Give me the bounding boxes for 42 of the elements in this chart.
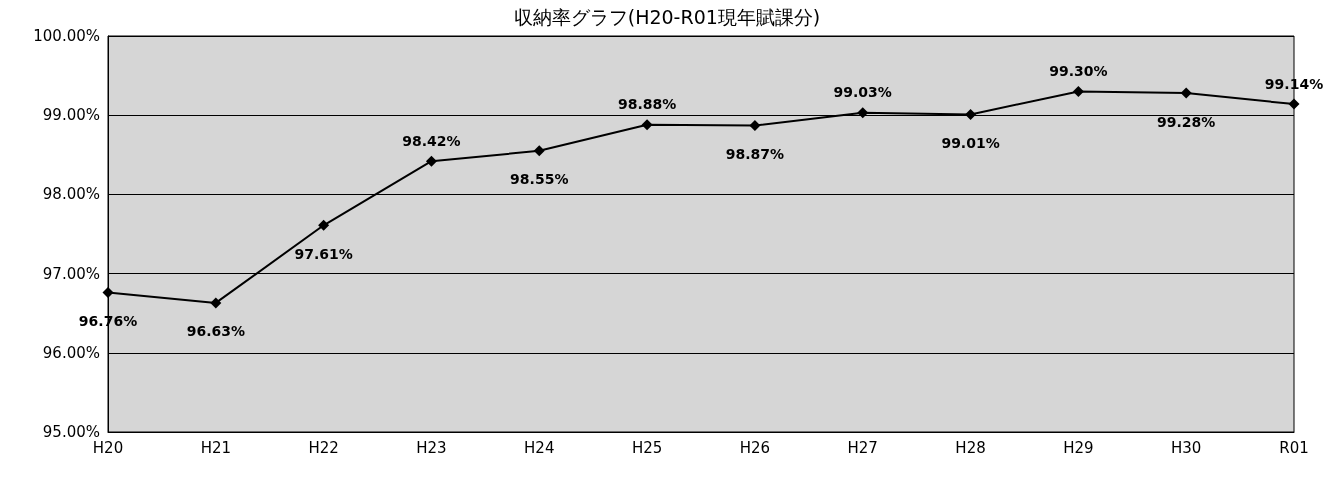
point: [102, 287, 114, 299]
y-tick-label: 97.00%: [42, 264, 100, 283]
point: [318, 219, 330, 231]
x-tick-label: H26: [739, 438, 771, 457]
data-label: 99.30%: [1049, 62, 1108, 79]
point: [425, 155, 437, 167]
point: [1288, 98, 1300, 110]
y-tick-label: 100.00%: [33, 27, 100, 45]
point: [641, 119, 653, 131]
data-label: 99.14%: [1264, 75, 1324, 92]
data-label: 98.88%: [617, 96, 677, 113]
data-label: 96.63%: [186, 323, 245, 340]
x-tick-label: H25: [631, 438, 663, 457]
point: [749, 120, 761, 131]
point: [1072, 85, 1084, 97]
point: [210, 297, 222, 309]
data-label: 99.28%: [1157, 113, 1216, 130]
y-tick-label: 96.00%: [42, 343, 100, 362]
point: [1180, 87, 1192, 99]
x-tick-label: H20: [92, 438, 124, 457]
x-tick-label: H21: [200, 438, 232, 457]
point: [533, 145, 545, 157]
chart-title: 収納率グラフ(H20-R01現年賦課分): [513, 5, 821, 28]
data-label: 98.42%: [402, 132, 461, 149]
data-label: 99.03%: [833, 84, 892, 101]
x-tick-label: R01: [1279, 438, 1309, 457]
x-tick-label: H24: [524, 438, 555, 457]
x-tick-label: H22: [308, 438, 339, 457]
y-tick-label: 99.00%: [42, 106, 100, 125]
data-label: 98.87%: [725, 146, 785, 162]
point: [857, 107, 869, 119]
x-tick-label: H30: [1170, 438, 1202, 457]
data-label: 97.61%: [294, 245, 353, 262]
y-tick-label: 95.00%: [42, 423, 100, 441]
data-label: 99.01%: [941, 134, 1000, 151]
y-tick-label: 98.00%: [42, 185, 100, 204]
x-tick-label: H29: [1063, 438, 1094, 457]
x-tick-label: H23: [416, 438, 447, 457]
x-tick-label: H27: [847, 438, 878, 457]
data-label: 98.55%: [510, 171, 569, 188]
x-tick-label: H28: [955, 438, 986, 457]
point: [965, 108, 977, 120]
